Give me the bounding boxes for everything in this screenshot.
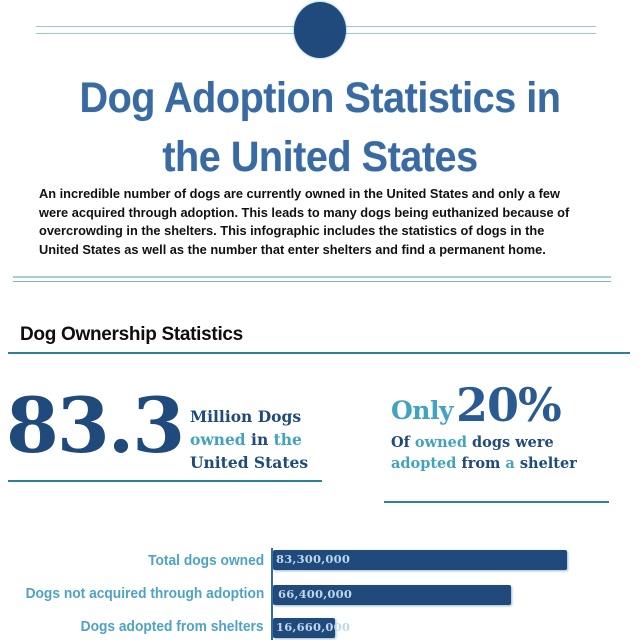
caption-line1: Million Dogs (190, 407, 302, 426)
caption-word-in: in (245, 430, 274, 449)
bar-adopted: 16,660,000 (273, 618, 350, 638)
owned-count-caption: Million Dogs owned in the United States (190, 405, 308, 474)
circle-ornament-icon (294, 2, 346, 58)
caption-line3: United States (190, 453, 309, 472)
only-label: Only (391, 396, 453, 425)
adopted-caption-line1: Of owned dogs were (391, 432, 577, 453)
caption-word-owned: owned (414, 434, 467, 451)
caption-word-the: the (273, 430, 302, 449)
section-title: Dog Ownership Statistics (20, 324, 243, 345)
bar-total: 83,300,000 (273, 550, 567, 570)
intro-rule-upper (13, 276, 611, 278)
caption-word-shelter: shelter (514, 455, 577, 472)
bar-label-not-adopted: Dogs not acquired through adoption (25, 586, 264, 602)
bar-value-total: 83,300,000 (276, 552, 351, 566)
caption-word-of: Of (391, 434, 415, 451)
bar-label-total: Total dogs owned (147, 553, 264, 569)
bar-value-not-adopted: 66,400,000 (278, 587, 353, 601)
section-divider (8, 352, 630, 354)
bar-value-adopted: 16,660,000 (276, 620, 351, 634)
intro-paragraph: An incredible number of dogs are current… (39, 186, 570, 257)
adopted-percent: 20% (456, 378, 562, 432)
caption-word-adopted: adopted (391, 455, 457, 472)
bar-not-adopted: 66,400,000 (273, 585, 511, 605)
intro-rule-lower (13, 281, 611, 282)
caption-word-a: a (505, 455, 515, 472)
adopted-caption-line2: adopted from a shelter (391, 453, 577, 474)
chart-axis (271, 548, 273, 640)
caption-words-dogs-were: dogs were (466, 434, 554, 451)
owned-stat-divider (8, 480, 322, 482)
page-title-line2: the United States (162, 133, 478, 181)
owned-count-number: 83.3 (6, 381, 185, 470)
page-title-line1: Dog Adoption Statistics in (79, 74, 561, 122)
caption-word-from: from (456, 455, 506, 472)
caption-word-owned: owned (190, 430, 246, 449)
adopted-stat-divider (384, 501, 609, 503)
adopted-caption: Of owned dogs were adopted from a shelte… (391, 432, 577, 474)
caption-line2: owned in the (190, 428, 308, 451)
bar-label-adopted: Dogs adopted from shelters (81, 619, 264, 635)
